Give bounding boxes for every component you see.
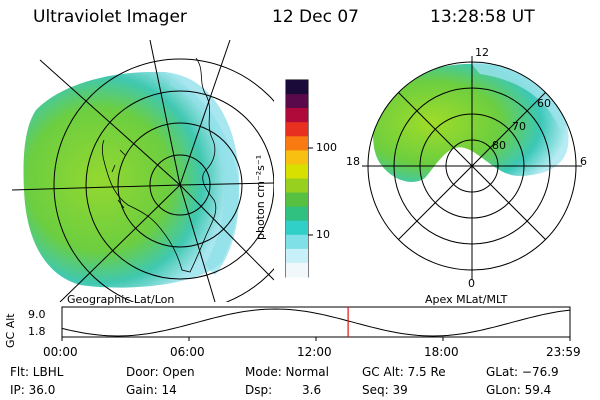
colorbar-unit-label: photon cm⁻²s⁻¹ — [254, 154, 267, 240]
altitude-curve — [61, 308, 571, 337]
time-tick-0600: 06:00 — [170, 345, 205, 359]
mlt-label-6: 6 — [580, 155, 587, 168]
date-label: 12 Dec 07 — [272, 7, 359, 27]
mode-info: Mode: Normal — [245, 365, 329, 379]
coastline — [101, 57, 217, 273]
glon-info: GLon: 59.4 — [486, 383, 552, 397]
seq-info: Seq: 39 — [362, 383, 408, 397]
glat-info: GLat: −76.9 — [486, 365, 559, 379]
colorbar-stripe — [286, 150, 308, 165]
aurora-faint-dayside — [470, 62, 566, 130]
geographic-panel — [12, 40, 274, 302]
altitude-tick-max: 9.0 — [28, 308, 46, 321]
filter-info: Flt: LBHL — [10, 365, 64, 379]
dsp-label: Dsp: — [245, 383, 273, 397]
time-tick-2359: 23:59 — [546, 345, 581, 359]
mlt-label-18: 18 — [346, 155, 360, 168]
mlat-label-80: 80 — [492, 139, 506, 152]
colorbar-stripe — [286, 108, 308, 123]
dsp-value: 3.6 — [302, 383, 322, 397]
colorbar-stripe — [286, 94, 308, 109]
colorbar-stripe — [286, 122, 308, 137]
time-tick-1800: 18:00 — [424, 345, 459, 359]
magnetic-panel — [362, 56, 582, 280]
colorbar-stripe — [286, 220, 308, 236]
ip-info: IP: 36.0 — [10, 383, 56, 397]
colorbar-stripe — [286, 178, 308, 194]
colorbar-stripe — [286, 248, 308, 264]
colorbar-stripe — [286, 192, 308, 208]
mlt-label-0: 0 — [468, 277, 475, 290]
colorbar-stripe — [286, 234, 308, 250]
time-label: 13:28:58 UT — [430, 7, 535, 27]
altitude-plot — [61, 306, 571, 341]
geographic-caption: Geographic Lat/Lon — [67, 293, 175, 306]
door-info: Door: Open — [126, 365, 195, 379]
magnetic-caption: Apex MLat/MLT — [425, 293, 508, 306]
gain-info: Gain: 14 — [126, 383, 177, 397]
colorbar-tick-10: 10 — [316, 228, 330, 241]
mlat-label-60: 60 — [537, 97, 551, 110]
time-tick-1200: 12:00 — [297, 345, 332, 359]
instrument-title: Ultraviolet Imager — [33, 7, 187, 27]
colorbar-stripe — [286, 136, 308, 151]
mlt-label-12: 12 — [475, 46, 489, 59]
altitude-ylabel: GC Alt — [4, 313, 17, 348]
aurora-faint-edge — [170, 80, 239, 275]
colorbar-stripe — [286, 80, 308, 95]
colorbar — [285, 79, 313, 278]
aurora-image-geographic — [23, 71, 240, 288]
colorbar-stripe — [286, 206, 308, 222]
altitude-tick-min: 1.8 — [28, 325, 46, 338]
colorbar-stripe — [286, 164, 308, 179]
mlat-label-70: 70 — [512, 120, 526, 133]
colorbar-stripe — [286, 262, 308, 278]
colorbar-tick-100: 100 — [316, 141, 337, 154]
time-tick-0000: 00:00 — [43, 345, 78, 359]
gc-alt-info: GC Alt: 7.5 Re — [362, 365, 446, 379]
